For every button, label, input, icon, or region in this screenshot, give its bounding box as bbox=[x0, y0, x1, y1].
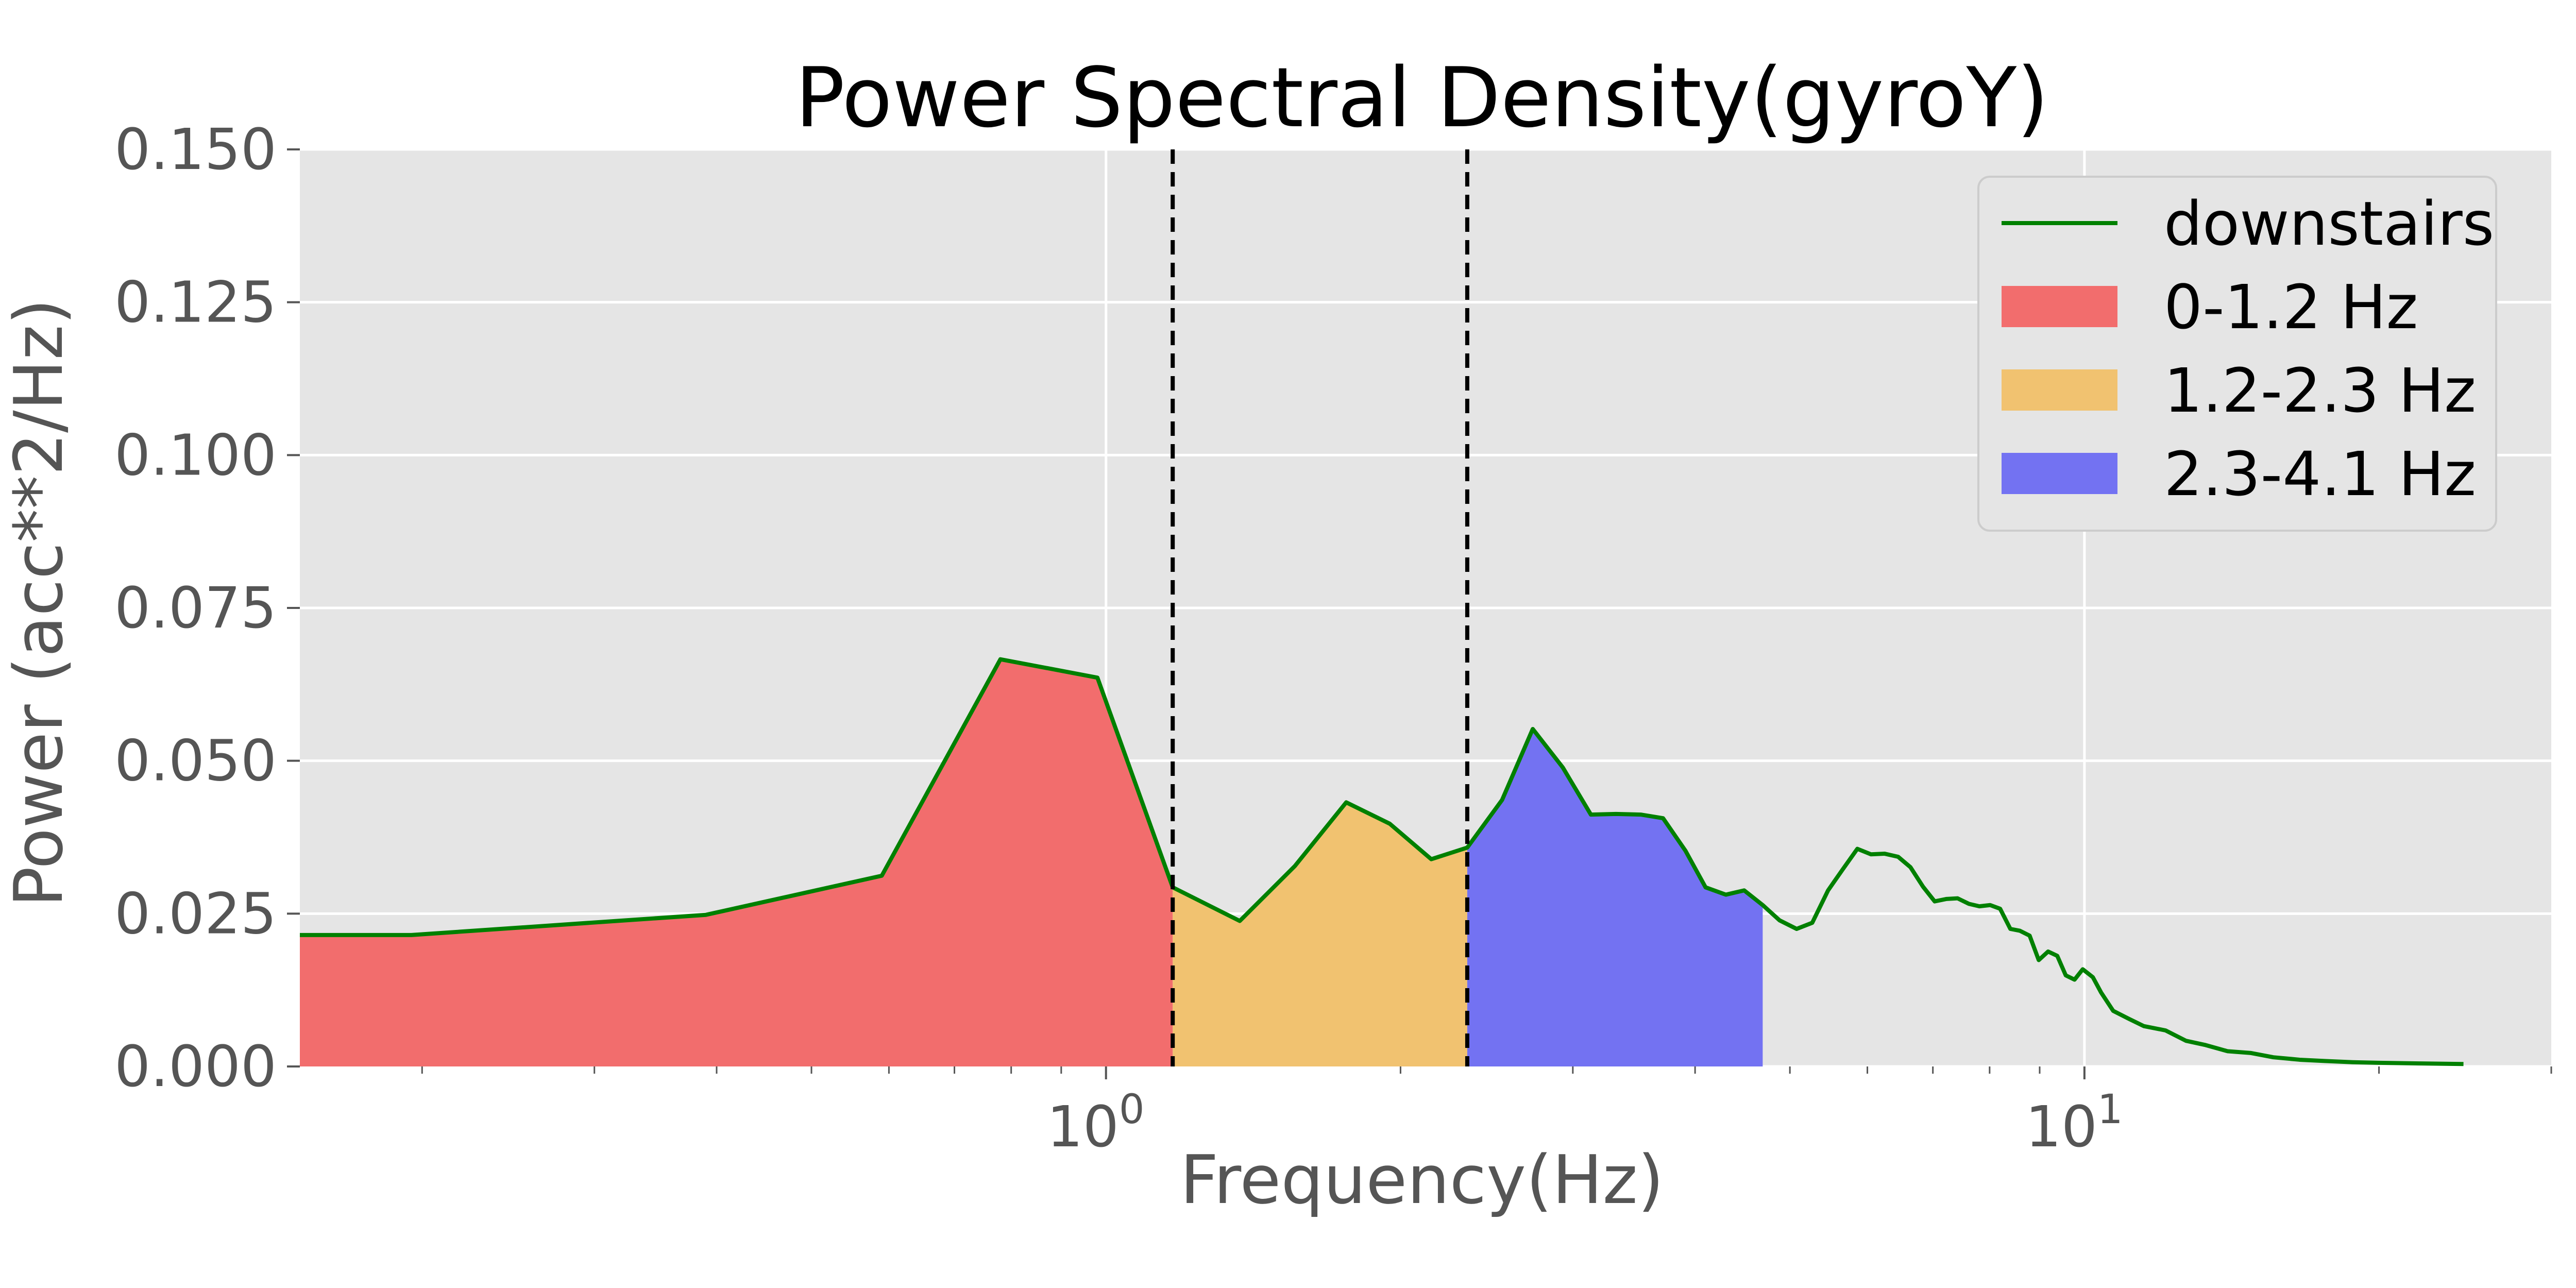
band-area bbox=[300, 659, 1173, 1066]
y-tick-label: 0.100 bbox=[114, 422, 277, 488]
chart-title: Power Spectral Density(gyroY) bbox=[795, 49, 2048, 146]
x-axis-label: Frequency(Hz) bbox=[1180, 1141, 1664, 1219]
x-tick-label: 101 bbox=[2025, 1087, 2123, 1160]
legend-patch-marker bbox=[2002, 286, 2117, 327]
band-boundaries bbox=[1171, 149, 1469, 1066]
series-lines bbox=[300, 657, 2464, 1066]
y-tick-label: 0.075 bbox=[114, 575, 277, 641]
legend-label: 1.2-2.3 Hz bbox=[2164, 355, 2476, 426]
legend-patch-marker bbox=[2002, 369, 2117, 411]
legend-box bbox=[1977, 176, 2497, 532]
x-tick-label: 100 bbox=[1047, 1087, 1145, 1160]
y-tick-label: 0.125 bbox=[114, 269, 277, 335]
y-axis-ticks: 0.000 0.025 0.050 0.075 0.100 0.125 0.150 bbox=[114, 116, 300, 1099]
frequency-bands bbox=[300, 659, 1763, 1066]
band-area bbox=[1467, 728, 1763, 1066]
legend-patch-marker bbox=[2002, 453, 2117, 494]
legend-label: 0-1.2 Hz bbox=[2164, 272, 2418, 343]
y-tick-label: 0.025 bbox=[114, 880, 277, 946]
y-axis-label: Power (acc**2/Hz) bbox=[0, 299, 78, 907]
y-tick-label: 0.150 bbox=[114, 116, 277, 182]
series-line-downstairs bbox=[300, 657, 2464, 1066]
x-axis-ticks: 100 101 bbox=[421, 1066, 2552, 1160]
y-tick-label: 0.000 bbox=[114, 1033, 277, 1099]
legend-label: 2.3-4.1 Hz bbox=[2164, 438, 2476, 510]
legend: downstairs 0-1.2 Hz 1.2-2.3 Hz 2.3-4.1 Hz bbox=[1977, 176, 2497, 532]
legend-label: downstairs bbox=[2164, 188, 2494, 259]
y-tick-label: 0.050 bbox=[114, 728, 277, 794]
band-area bbox=[1173, 802, 1467, 1066]
